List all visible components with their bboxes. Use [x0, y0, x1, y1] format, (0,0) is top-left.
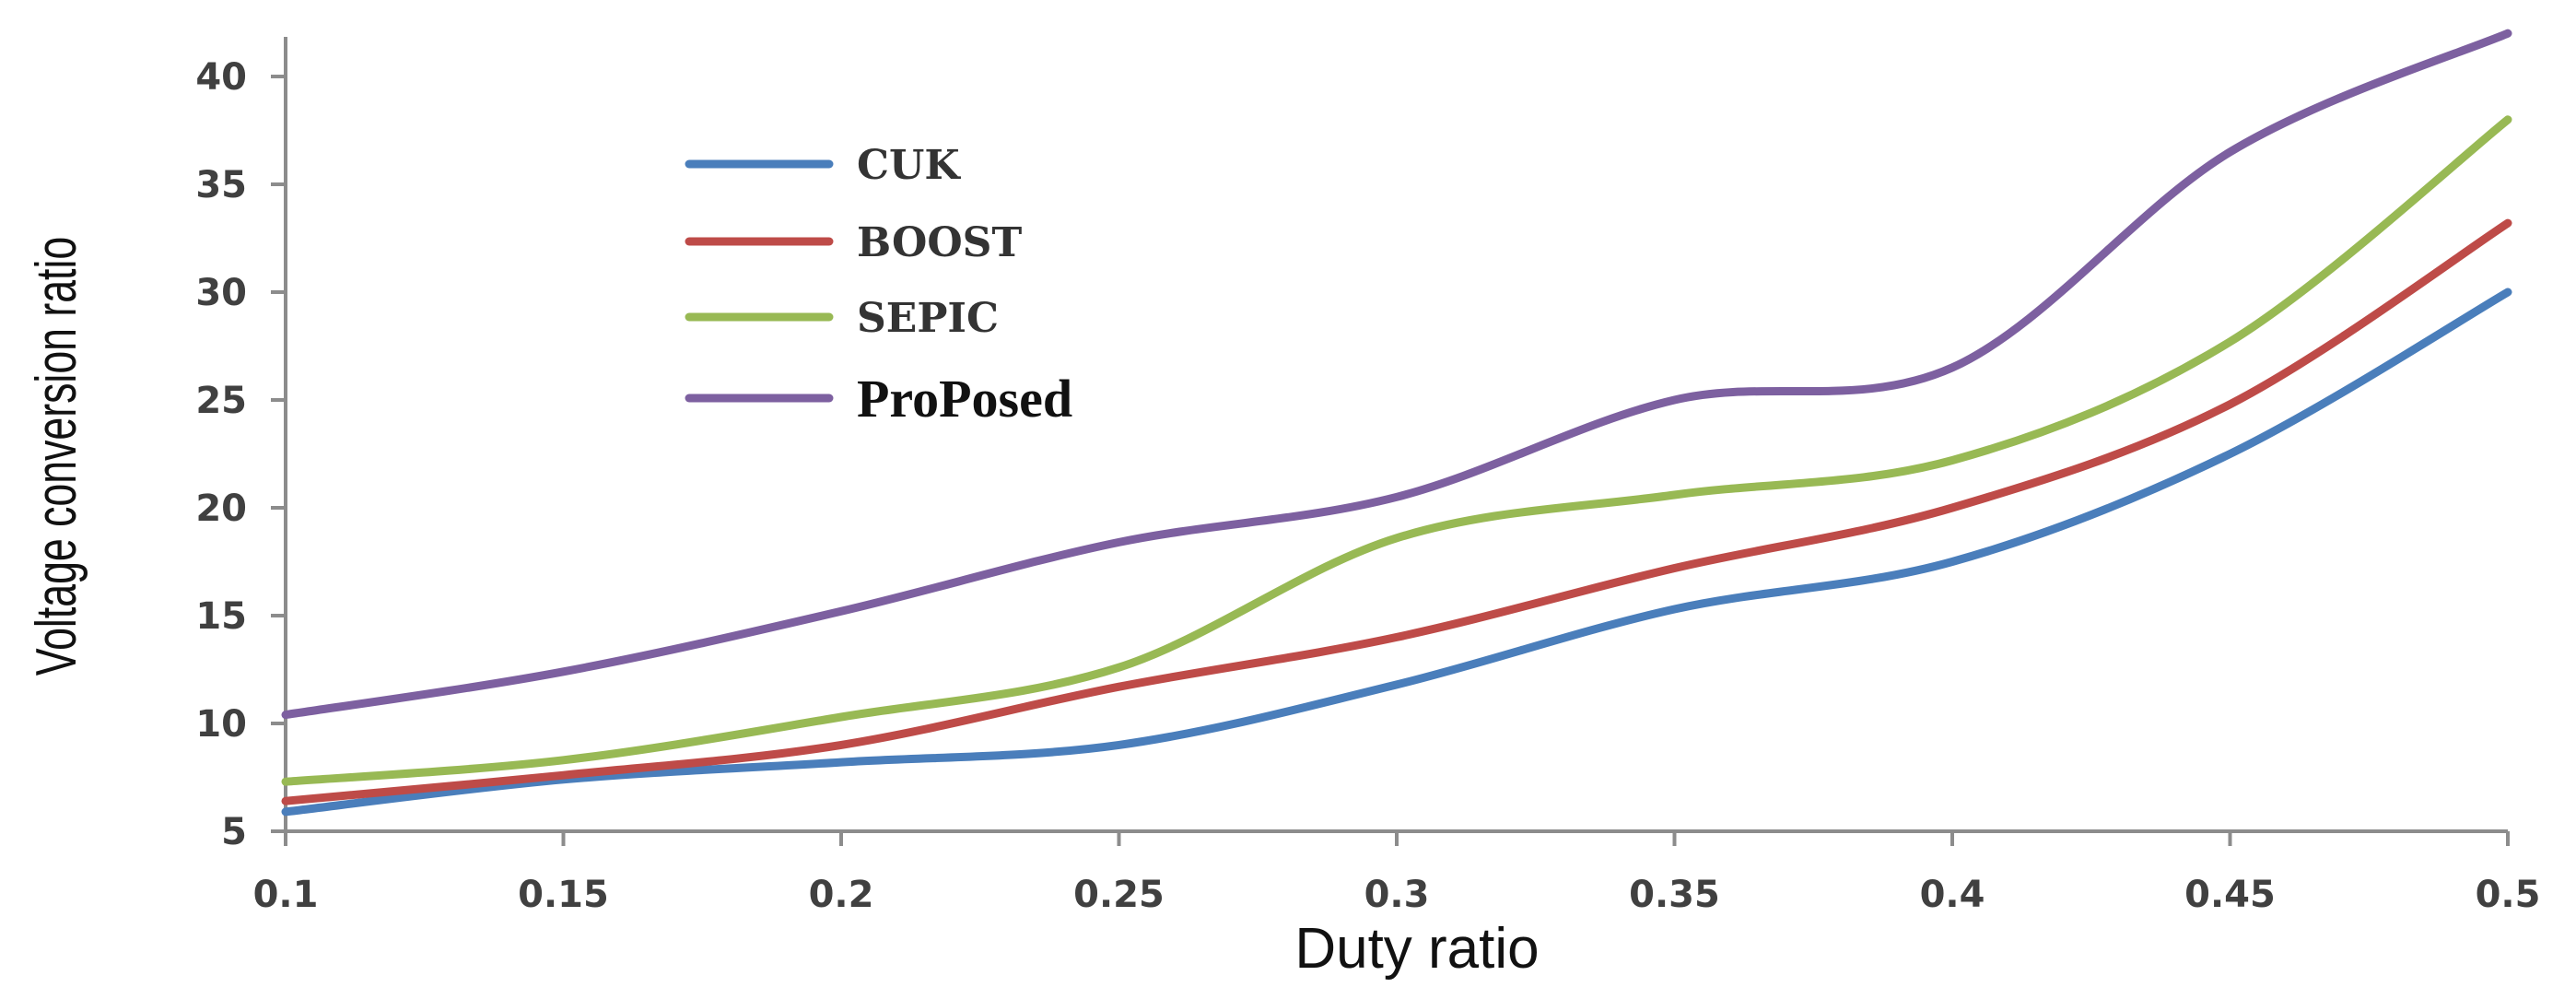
- x-tick-label: 0.15: [518, 874, 609, 916]
- x-axis-title: Duty ratio: [1294, 917, 1539, 981]
- legend: CUK BOOST SEPIC ProPosed: [685, 142, 1072, 429]
- series-lines: [281, 29, 2512, 817]
- y-tick-label: 5: [221, 811, 247, 853]
- y-tick-label: 35: [195, 164, 247, 206]
- x-tick-label: 0.45: [2184, 874, 2276, 916]
- series-line-cuk: [281, 288, 2512, 817]
- y-tick-label: 40: [195, 56, 247, 99]
- legend-label-proposed: ProPosed: [857, 369, 1072, 429]
- x-tick-label: 0.5: [2476, 874, 2541, 916]
- y-tick-label: 30: [195, 272, 247, 314]
- legend-label-boost: BOOST: [857, 219, 1022, 266]
- x-tick-label: 0.3: [1364, 874, 1430, 916]
- series-line-proposed: [281, 29, 2512, 720]
- y-axis: 5 10 15 20 25 30 35 40: [195, 37, 287, 853]
- y-tick-label: 25: [195, 380, 247, 422]
- x-tick-label: 0.35: [1629, 874, 1720, 916]
- legend-label-cuk: CUK: [857, 142, 961, 189]
- x-tick-label: 0.1: [253, 874, 319, 916]
- x-axis: 0.1 0.15 0.2 0.25 0.3 0.35 0.4 0.45 0.5: [253, 829, 2541, 916]
- y-tick-label: 10: [195, 703, 247, 746]
- x-tick-label: 0.25: [1073, 874, 1165, 916]
- legend-label-sepic: SEPIC: [857, 295, 999, 342]
- y-axis-title: Voltage conversion ratio: [25, 237, 88, 676]
- y-tick-label: 20: [195, 488, 247, 530]
- y-tick-label: 15: [195, 595, 247, 638]
- x-tick-label: 0.2: [809, 874, 874, 916]
- series-line-sepic: [281, 115, 2512, 786]
- series-line-boost: [281, 218, 2512, 805]
- x-tick-label: 0.4: [1920, 874, 1985, 916]
